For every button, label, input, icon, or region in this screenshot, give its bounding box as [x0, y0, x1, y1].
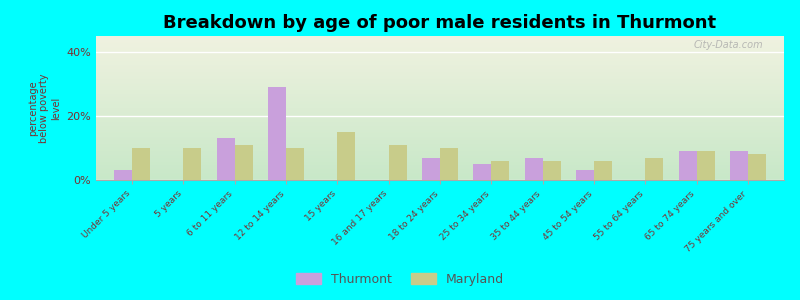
Bar: [491, 161, 510, 180]
Bar: [268, 87, 286, 180]
Bar: [678, 151, 697, 180]
Bar: [389, 145, 406, 180]
Bar: [440, 148, 458, 180]
Bar: [132, 148, 150, 180]
Bar: [748, 154, 766, 180]
Bar: [217, 138, 234, 180]
Bar: [730, 151, 748, 180]
Bar: [338, 132, 355, 180]
Bar: [576, 170, 594, 180]
Bar: [183, 148, 202, 180]
Bar: [646, 158, 663, 180]
Bar: [422, 158, 440, 180]
Title: Breakdown by age of poor male residents in Thurmont: Breakdown by age of poor male residents …: [163, 14, 717, 32]
Bar: [542, 161, 561, 180]
Bar: [114, 170, 132, 180]
Legend: Thurmont, Maryland: Thurmont, Maryland: [291, 268, 509, 291]
Text: City-Data.com: City-Data.com: [694, 40, 763, 50]
Bar: [525, 158, 542, 180]
Y-axis label: percentage
below poverty
level: percentage below poverty level: [28, 73, 61, 143]
Bar: [594, 161, 612, 180]
Bar: [474, 164, 491, 180]
Bar: [234, 145, 253, 180]
Bar: [697, 151, 714, 180]
Bar: [286, 148, 304, 180]
